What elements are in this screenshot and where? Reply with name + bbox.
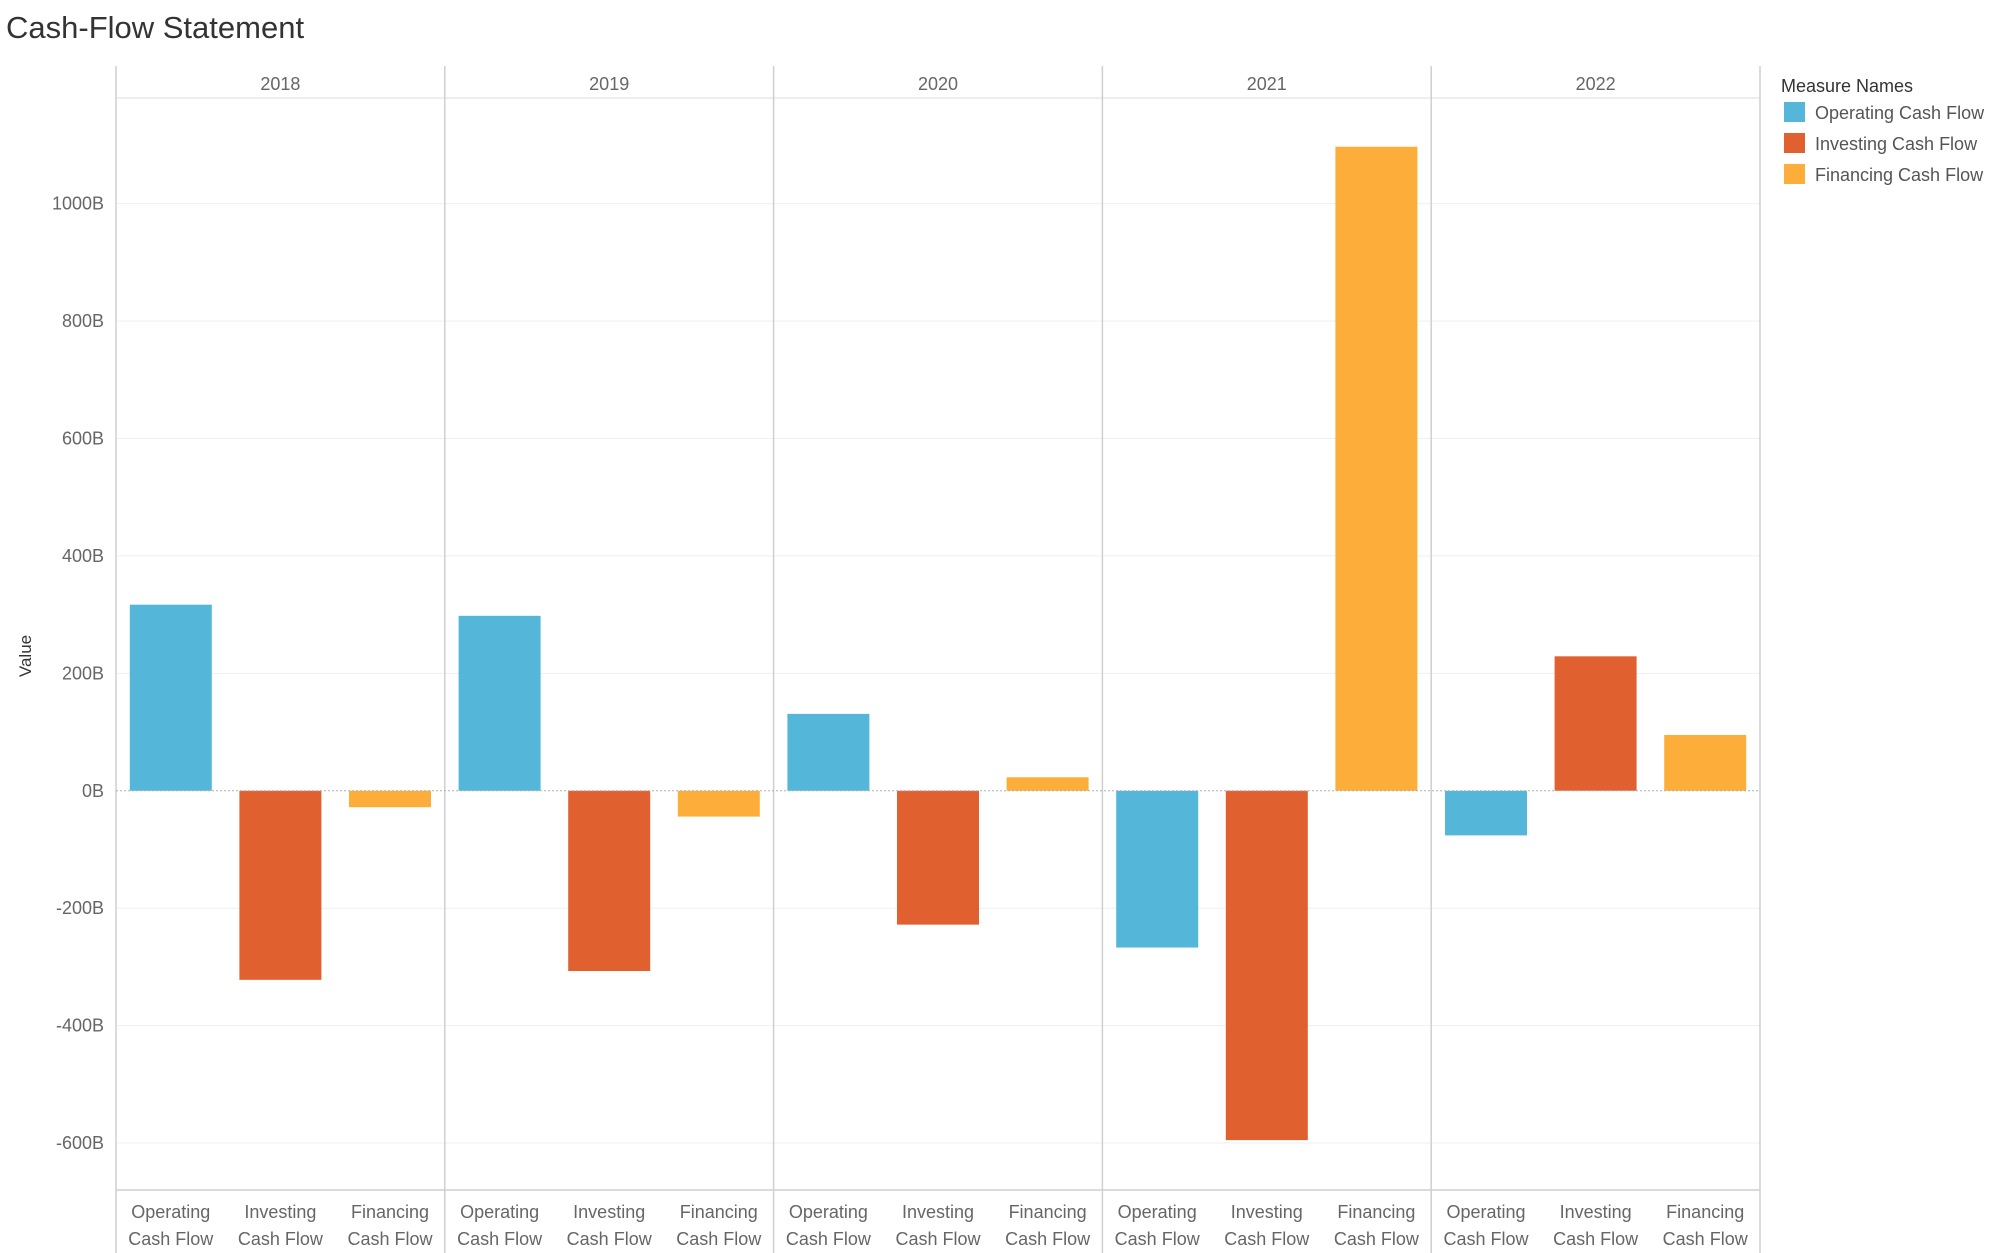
y-tick-label: 200B (62, 663, 104, 683)
y-tick-label: 400B (62, 546, 104, 566)
year-header: 2021 (1247, 74, 1287, 94)
y-axis-ticks: -600B -400B -200B 0B 200B 400B 600B 800B 1000B (52, 194, 104, 1153)
category-label: Cash Flow (786, 1229, 872, 1249)
bar-2019-financing (677, 790, 760, 817)
bar-2021-investing (1225, 790, 1308, 1141)
bar-2018-financing (349, 790, 431, 808)
category-label: Investing (1231, 1202, 1303, 1222)
category-label: Cash Flow (1663, 1229, 1749, 1249)
legend-label: Investing Cash Flow (1815, 134, 1978, 154)
y-tick-label: -400B (56, 1016, 104, 1036)
y-tick-label: -600B (56, 1133, 104, 1153)
category-label: Cash Flow (1553, 1229, 1639, 1249)
category-label: Cash Flow (567, 1229, 653, 1249)
chart-frame (115, 66, 1761, 1253)
bar-2019-operating (458, 615, 541, 791)
bar-2018-operating (129, 604, 212, 791)
legend: Measure Names Operating Cash Flow Investin… (1781, 76, 1985, 185)
bar-2020-operating (787, 713, 870, 791)
category-label: Cash Flow (238, 1229, 324, 1249)
year-header: 2020 (918, 74, 958, 94)
category-label: Financing (1009, 1202, 1087, 1222)
legend-label: Operating Cash Flow (1815, 103, 1985, 123)
bar-2018-investing (239, 790, 322, 980)
bar-2022-operating (1445, 790, 1527, 836)
category-label: Cash Flow (128, 1229, 214, 1249)
y-axis-title: Value (16, 635, 35, 677)
category-label: Operating (460, 1202, 539, 1222)
category-label: Investing (573, 1202, 645, 1222)
y-tick-label: 600B (62, 429, 104, 449)
y-axis-title-group: Value (16, 635, 35, 677)
category-label: Investing (244, 1202, 316, 1222)
category-label: Investing (1560, 1202, 1632, 1222)
category-label: Financing (1337, 1202, 1415, 1222)
legend-title: Measure Names (1781, 76, 1913, 96)
bar-2022-investing (1554, 656, 1637, 791)
y-tick-label: -200B (56, 898, 104, 918)
bar-2019-investing (568, 790, 651, 972)
year-headers: 2018 2019 2020 2021 2022 (260, 74, 1615, 94)
category-label: Financing (351, 1202, 429, 1222)
category-label: Cash Flow (1224, 1229, 1310, 1249)
year-header: 2018 (260, 74, 300, 94)
legend-swatch (1784, 164, 1805, 184)
category-label: Operating (131, 1202, 210, 1222)
bar-2022-financing (1664, 735, 1747, 791)
category-label: Operating (1446, 1202, 1525, 1222)
category-label: Financing (680, 1202, 758, 1222)
category-label: Financing (1666, 1202, 1744, 1222)
y-tick-label: 0B (82, 781, 104, 801)
bars (129, 146, 1747, 1141)
category-label: Cash Flow (1443, 1229, 1529, 1249)
legend-label: Financing Cash Flow (1815, 165, 1984, 185)
legend-swatch (1784, 102, 1805, 122)
category-labels: Operating Cash Flow Investing Cash Flow Fina… (128, 1202, 1748, 1249)
category-label: Cash Flow (1115, 1229, 1201, 1249)
y-tick-label: 800B (62, 311, 104, 331)
bar-2020-financing (1006, 777, 1089, 791)
category-label: Investing (902, 1202, 974, 1222)
category-label: Operating (1118, 1202, 1197, 1222)
category-label: Cash Flow (676, 1229, 762, 1249)
category-label: Cash Flow (1334, 1229, 1420, 1249)
bar-2021-financing (1335, 146, 1418, 791)
year-header: 2019 (589, 74, 629, 94)
page-title: Cash-Flow Statement (6, 10, 305, 45)
category-label: Cash Flow (457, 1229, 543, 1249)
legend-swatch (1784, 133, 1805, 153)
category-label: Operating (789, 1202, 868, 1222)
gridlines (116, 203, 1760, 1144)
year-header: 2022 (1576, 74, 1616, 94)
bar-2021-operating (1116, 790, 1199, 948)
category-label: Cash Flow (895, 1229, 981, 1249)
y-tick-label: 1000B (52, 194, 104, 214)
category-label: Cash Flow (1005, 1229, 1091, 1249)
category-label: Cash Flow (347, 1229, 433, 1249)
bar-2020-investing (897, 790, 979, 925)
